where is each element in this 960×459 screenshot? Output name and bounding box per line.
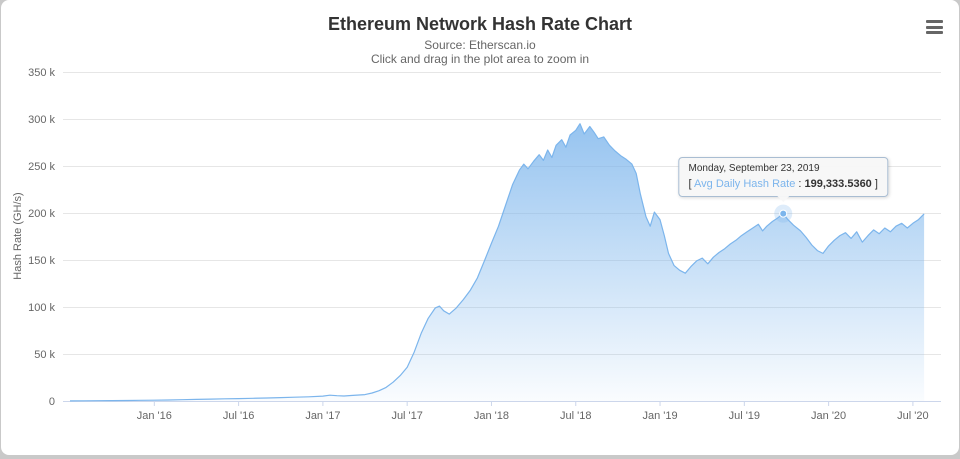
y-axis-title: Hash Rate (GH/s)	[12, 192, 24, 279]
x-tick-label: Jan '20	[811, 410, 846, 422]
x-tick-label: Jan '17	[305, 410, 340, 422]
chart-source-subtitle: Source: Etherscan.io	[424, 38, 536, 52]
hash-rate-line	[69, 123, 925, 402]
chart-title: Ethereum Network Hash Rate Chart	[327, 14, 633, 34]
x-tick-label: Jan '18	[474, 410, 509, 422]
y-tick-label: 50 k	[34, 349, 55, 361]
hamburger-icon	[926, 25, 943, 29]
x-tick-label: Jan '19	[642, 410, 677, 422]
chart-context-menu-button[interactable]	[926, 20, 943, 34]
y-tick-label: 250 k	[28, 161, 55, 173]
hamburger-icon	[926, 31, 943, 34]
x-tick-label: Jul '16	[223, 410, 254, 422]
y-tick-label: 200 k	[28, 208, 55, 220]
hamburger-icon	[926, 20, 943, 23]
y-tick-label: 100 k	[28, 302, 55, 314]
x-tick-label: Jul '19	[729, 410, 760, 422]
y-tick-label: 0	[49, 396, 55, 408]
x-tick-label: Jul '20	[897, 410, 928, 422]
y-tick-label: 150 k	[28, 255, 55, 267]
x-tick-label: Jul '17	[391, 410, 422, 422]
x-tick-label: Jan '16	[137, 410, 172, 422]
hash-rate-area	[70, 123, 925, 401]
y-tick-label: 300 k	[28, 114, 55, 126]
x-tick-label: Jul '18	[560, 410, 591, 422]
point-marker	[779, 209, 788, 218]
chart-zoom-hint: Click and drag in the plot area to zoom …	[370, 52, 590, 66]
y-tick-label: 350 k	[28, 67, 55, 79]
